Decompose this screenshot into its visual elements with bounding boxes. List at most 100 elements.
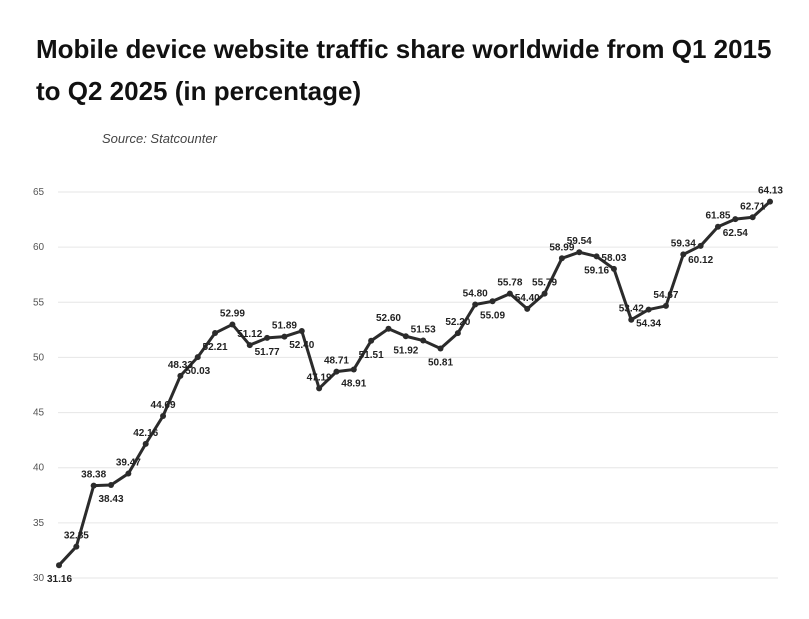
- data-label: 44.69: [151, 400, 176, 411]
- data-label: 48.71: [324, 356, 349, 367]
- data-label: 54.67: [653, 290, 678, 301]
- y-tick-label: 45: [33, 408, 45, 419]
- data-point: [108, 482, 115, 489]
- data-point: [246, 342, 253, 349]
- data-label: 51.12: [237, 329, 262, 340]
- data-label: 31.16: [47, 574, 72, 585]
- data-point: [142, 440, 149, 447]
- data-label: 42.16: [133, 428, 158, 439]
- data-point: [229, 321, 236, 328]
- data-label: 54.80: [463, 288, 488, 299]
- data-point: [697, 242, 704, 249]
- data-label: 61.85: [705, 211, 730, 222]
- y-tick-label: 50: [33, 352, 45, 363]
- data-label: 51.53: [411, 325, 436, 336]
- data-point: [749, 214, 756, 221]
- data-label: 55.78: [497, 278, 522, 289]
- data-label: 60.12: [688, 255, 713, 266]
- data-point: [56, 562, 62, 569]
- series-line: [57, 200, 772, 567]
- data-label: 54.34: [636, 319, 661, 330]
- data-point: [73, 543, 80, 550]
- data-label: 50.81: [428, 357, 453, 368]
- data-point: [524, 305, 531, 312]
- data-label: 39.47: [116, 458, 141, 469]
- series-line-group: [57, 200, 772, 567]
- data-point: [298, 327, 305, 334]
- data-point: [645, 306, 652, 313]
- y-axis-ticks: 30 35 40 45 50 55 60 65: [33, 187, 45, 584]
- data-point: [402, 333, 409, 340]
- y-tick-label: 55: [33, 297, 45, 308]
- data-point: [662, 302, 669, 309]
- data-point: [350, 366, 357, 373]
- data-point: [732, 216, 739, 223]
- data-point: [264, 334, 271, 341]
- y-tick-label: 65: [33, 187, 45, 198]
- y-tick-label: 30: [33, 573, 45, 584]
- data-point: [558, 255, 565, 262]
- data-point: [160, 412, 167, 419]
- data-point: [281, 333, 288, 340]
- data-label: 58.99: [549, 242, 574, 253]
- data-label: 64.13: [758, 186, 783, 197]
- data-point: [437, 345, 444, 352]
- data-point: [420, 337, 427, 344]
- data-point: [212, 330, 219, 337]
- data-point: [593, 253, 600, 260]
- data-point: [333, 368, 340, 375]
- data-label: 51.51: [359, 350, 384, 361]
- data-label: 38.43: [99, 494, 124, 505]
- data-label: 51.92: [393, 345, 418, 356]
- data-label: 59.16: [584, 265, 609, 276]
- data-points: [56, 198, 773, 569]
- data-label: 62.54: [723, 228, 748, 239]
- data-point: [316, 385, 323, 392]
- data-label: 52.60: [376, 313, 401, 324]
- data-point: [472, 301, 479, 308]
- data-point: [576, 249, 583, 256]
- data-label: 32.85: [64, 531, 89, 542]
- y-tick-label: 40: [33, 463, 45, 474]
- data-label: 52.21: [203, 342, 228, 353]
- data-label: 52.99: [220, 308, 245, 319]
- data-point: [125, 470, 132, 477]
- data-point: [767, 198, 773, 205]
- y-tick-label: 35: [33, 518, 45, 529]
- data-point: [541, 290, 548, 297]
- data-point: [680, 251, 687, 258]
- data-label: 50.03: [185, 366, 210, 377]
- data-label: 59.34: [671, 238, 696, 249]
- gridlines: [58, 191, 778, 579]
- chart-title: Mobile device website traffic share worl…: [36, 34, 772, 106]
- data-point: [90, 482, 97, 489]
- data-labels: 31.16 32.85 38.38 38.43 39.47 42.16 44.69 48.33…: [47, 186, 783, 586]
- data-label: 52.20: [445, 317, 470, 328]
- data-point: [454, 330, 461, 337]
- data-label: 59.54: [567, 236, 592, 247]
- y-tick-label: 60: [33, 242, 45, 253]
- data-point: [610, 265, 617, 272]
- data-point: [385, 325, 392, 332]
- data-label: 58.03: [601, 253, 626, 264]
- data-label: 55.09: [480, 310, 505, 321]
- data-label: 55.79: [532, 278, 557, 289]
- data-label: 48.33: [168, 360, 193, 371]
- data-label: 48.91: [341, 378, 366, 389]
- data-point: [177, 372, 184, 379]
- data-point: [506, 290, 513, 297]
- data-label: 51.89: [272, 321, 297, 332]
- data-label: 38.38: [81, 470, 106, 481]
- data-label: 54.40: [515, 293, 540, 304]
- data-label: 62.71: [740, 201, 765, 212]
- data-point: [368, 337, 375, 344]
- data-point: [714, 223, 721, 230]
- data-point: [194, 354, 201, 361]
- data-point: [489, 298, 496, 305]
- data-label: 47.19: [307, 372, 332, 383]
- data-point: [628, 316, 635, 323]
- data-label: 52.40: [289, 340, 314, 351]
- data-label: 51.77: [255, 347, 280, 358]
- data-label: 53.42: [619, 304, 644, 315]
